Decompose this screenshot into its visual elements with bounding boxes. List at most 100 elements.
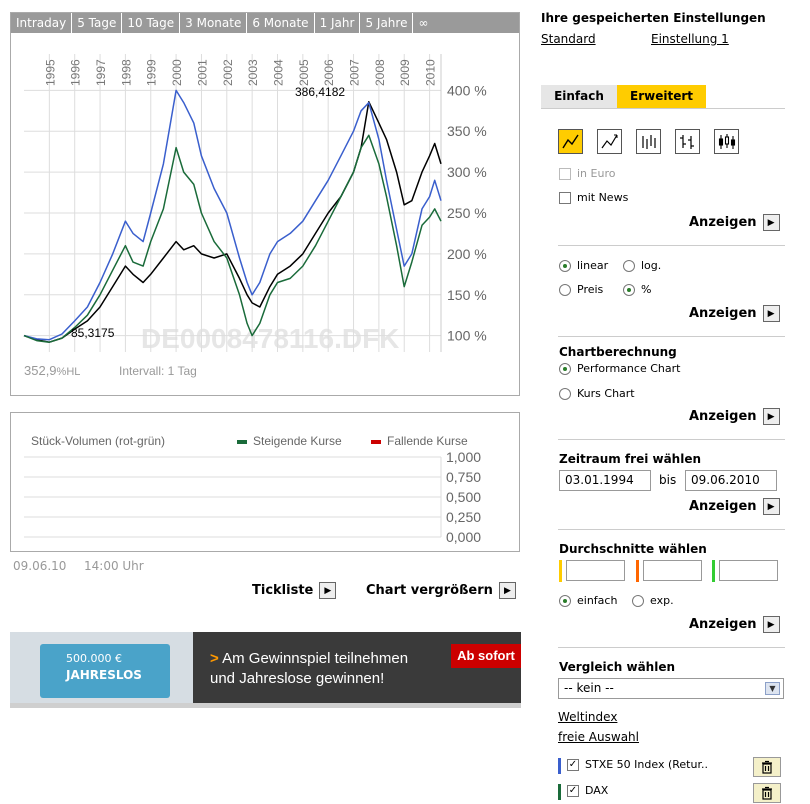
volume-tick-0500: 0,500 — [446, 489, 481, 505]
tab-6-monate[interactable]: 6 Monate — [247, 13, 315, 33]
mountain-chart-icon[interactable] — [597, 129, 622, 154]
scale-linear-option[interactable]: linear — [559, 259, 608, 272]
anzeigen-button-1[interactable]: Anzeigen ▶ — [689, 214, 780, 231]
tickliste-link[interactable]: Tickliste ▶ — [252, 582, 337, 599]
tab-3-monate[interactable]: 3 Monate — [180, 13, 248, 33]
x-tick-label: 1998 — [119, 59, 133, 86]
tab-1-jahr[interactable]: 1 Jahr — [315, 13, 361, 33]
x-tick-label: 1997 — [94, 59, 108, 86]
y-tick-label: 100 % — [447, 328, 487, 344]
ad-cta-button[interactable]: Ab sofort — [451, 644, 521, 668]
x-tick-label: 1996 — [69, 59, 83, 86]
avg-input-1[interactable] — [566, 560, 625, 581]
linear-radio[interactable] — [559, 259, 571, 272]
tabs-underline — [541, 108, 785, 109]
ad-banner[interactable]: 500.000 € JAHRESLOS > Am Gewinnspiel tei… — [10, 632, 521, 708]
chart-vergroessern-link[interactable]: Chart vergrößern ▶ — [366, 582, 516, 599]
tab-max[interactable]: ∞ — [418, 16, 429, 30]
mit-news-option[interactable]: mit News — [559, 191, 628, 204]
preis-radio[interactable] — [559, 283, 571, 296]
anzeigen-label-1: Anzeigen — [689, 215, 757, 230]
compare-item-1[interactable]: ✓ STXE 50 Index (Retur.. — [567, 758, 708, 771]
bis-label: bis — [659, 473, 677, 487]
tickliste-arrow-icon: ▶ — [319, 582, 337, 599]
tab-5-tage[interactable]: 5 Tage — [72, 13, 123, 33]
performance-label: Performance Chart — [577, 362, 681, 375]
date-to-input[interactable]: 09.06.2010 — [685, 470, 777, 491]
candlestick-chart-icon[interactable] — [714, 129, 739, 154]
scale-percent-option[interactable]: % — [623, 283, 651, 296]
compare-select[interactable]: -- kein -- ▼ — [558, 678, 784, 699]
anzeigen-button-5[interactable]: Anzeigen ▶ — [689, 616, 780, 633]
settings-standard-link[interactable]: Standard — [541, 32, 596, 46]
ad-headline-2: und Jahreslose gewinnen! — [210, 670, 385, 687]
high-label: 386,4182 — [295, 85, 345, 99]
tab-einfach[interactable]: Einfach — [541, 85, 617, 108]
kurs-radio[interactable] — [559, 387, 571, 400]
x-tick-label: 2006 — [322, 59, 336, 86]
compare-checkbox-1[interactable]: ✓ — [567, 758, 579, 771]
mit-news-checkbox[interactable] — [559, 191, 571, 204]
anzeigen-arrow-icon-3: ▶ — [762, 408, 780, 425]
log-radio[interactable] — [623, 259, 635, 272]
volume-tick-0250: 0,250 — [446, 509, 481, 525]
trash-icon[interactable] — [753, 783, 781, 803]
compare-color-1 — [558, 758, 561, 774]
x-tick-label: 2004 — [271, 59, 285, 86]
tab-erweitert[interactable]: Erweitert — [617, 85, 706, 108]
performance-chart-option[interactable]: Performance Chart — [559, 362, 680, 375]
percent-label: % — [641, 283, 652, 296]
avg-color-2 — [636, 560, 639, 582]
einfach-radio[interactable] — [559, 594, 571, 607]
anzeigen-button-2[interactable]: Anzeigen ▶ — [689, 305, 780, 322]
period-tabs: Intraday 5 Tage 10 Tage 3 Monate 6 Monat… — [11, 13, 519, 33]
divider-2 — [558, 336, 785, 337]
anzeigen-label-4: Anzeigen — [689, 499, 757, 514]
avg-exp-option[interactable]: exp. — [632, 594, 674, 607]
in-euro-checkbox[interactable] — [559, 167, 571, 180]
percent-radio[interactable] — [623, 283, 635, 296]
tab-5-jahre[interactable]: 5 Jahre — [360, 13, 414, 33]
performance-radio[interactable] — [559, 362, 571, 375]
ohlc-chart-icon[interactable] — [636, 129, 661, 154]
settings-einstellung1-link[interactable]: Einstellung 1 — [651, 32, 729, 46]
low-label: 85,3175 — [71, 326, 115, 340]
vergleich-title: Vergleich wählen — [559, 660, 675, 674]
divider-4 — [558, 529, 785, 530]
in-euro-label: in Euro — [577, 167, 616, 180]
compare-item-2[interactable]: ✓ DAX — [567, 784, 608, 797]
volume-tick-0750: 0,750 — [446, 469, 481, 485]
compare-label-1: STXE 50 Index (Retur.. — [585, 758, 708, 771]
hl-value: 352,9%HL — [24, 363, 80, 378]
y-tick-label: 300 % — [447, 164, 487, 180]
avg-input-2[interactable] — [643, 560, 702, 581]
freie-auswahl-link[interactable]: freie Auswahl — [558, 730, 639, 744]
chart-series — [23, 89, 442, 343]
compare-checkbox-2[interactable]: ✓ — [567, 784, 579, 797]
anzeigen-arrow-icon-4: ▶ — [762, 498, 780, 515]
scale-preis-option[interactable]: Preis — [559, 283, 603, 296]
line-chart-icon[interactable] — [558, 129, 583, 154]
interval-label: Intervall: 1 Tag — [119, 364, 197, 378]
avg-einfach-option[interactable]: einfach — [559, 594, 617, 607]
in-euro-option[interactable]: in Euro — [559, 167, 615, 180]
exp-radio[interactable] — [632, 594, 644, 607]
anzeigen-button-3[interactable]: Anzeigen ▶ — [689, 408, 780, 425]
scale-log-option[interactable]: log. — [623, 259, 661, 272]
chart-watermark: DE0008478116.DFK — [141, 323, 399, 354]
tab-intraday[interactable]: Intraday — [11, 13, 73, 33]
settings-title: Ihre gespeicherten Einstellungen — [541, 11, 766, 25]
anzeigen-button-4[interactable]: Anzeigen ▶ — [689, 498, 780, 515]
avg-input-3[interactable] — [719, 560, 778, 581]
date-from-input[interactable]: 03.01.1994 — [559, 470, 651, 491]
weltindex-link[interactable]: Weltindex — [558, 710, 618, 724]
y-tick-label: 250 % — [447, 205, 487, 221]
trash-icon[interactable] — [753, 757, 781, 777]
kurs-chart-option[interactable]: Kurs Chart — [559, 387, 635, 400]
zeitraum-title: Zeitraum frei wählen — [559, 452, 702, 466]
chart-date: 09.06.10 — [13, 559, 67, 573]
mit-news-label: mit News — [577, 191, 629, 204]
tab-10-tage[interactable]: 10 Tage — [122, 13, 181, 33]
hlc-chart-icon[interactable] — [675, 129, 700, 154]
log-label: log. — [641, 259, 662, 272]
